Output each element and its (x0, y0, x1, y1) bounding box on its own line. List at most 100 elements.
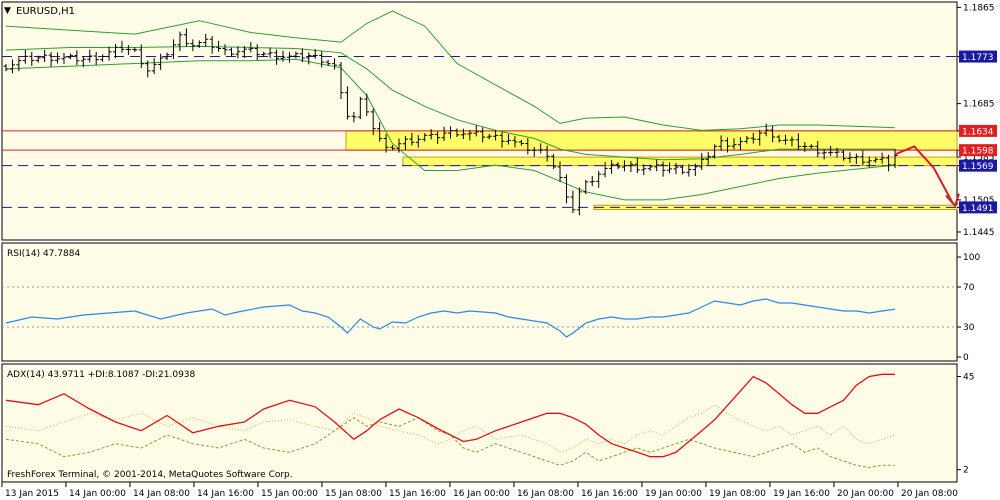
candle (699, 153, 705, 171)
candle (22, 49, 28, 64)
candle (61, 52, 67, 65)
time-tick-label: 20 Jan 08:00 (901, 489, 958, 499)
price-levels (2, 56, 957, 208)
candle (467, 129, 473, 141)
time-tick-label: 16 Jan 16:00 (581, 489, 638, 499)
dropdown-triangle-icon[interactable]: ▼ (4, 6, 11, 16)
candle (602, 162, 608, 178)
time-tick-label: 15 Jan 00:00 (261, 489, 318, 499)
candle (293, 51, 299, 59)
rsi-tick-label: 0 (963, 353, 969, 363)
candle (299, 48, 305, 63)
candle (757, 129, 763, 146)
candle (789, 136, 795, 147)
price-tick-label: 1.1865 (963, 3, 995, 13)
candle (151, 57, 157, 75)
candle (377, 122, 383, 142)
candle (248, 42, 254, 53)
candle (190, 39, 196, 52)
candle (383, 134, 389, 153)
level-tag-text: 1.1491 (962, 204, 994, 214)
candle (286, 51, 292, 63)
candle (280, 50, 286, 62)
candle (267, 47, 273, 59)
candle (87, 49, 93, 63)
candle (338, 62, 344, 100)
candle (576, 187, 582, 216)
candle (525, 138, 531, 155)
candle (776, 134, 782, 143)
candle (125, 45, 131, 55)
candle (828, 145, 834, 156)
candle (170, 39, 176, 60)
candle (628, 161, 634, 173)
candle (42, 49, 48, 63)
candle (621, 160, 627, 172)
candle (634, 157, 640, 174)
forecast-arrowhead (945, 193, 960, 208)
level-tag-text: 1.1569 (962, 162, 994, 172)
candle (557, 161, 563, 182)
candle (802, 142, 808, 152)
candle (770, 125, 776, 143)
price-tick-label: 1.1685 (963, 100, 995, 110)
level-tag-text: 1.1634 (962, 127, 994, 137)
candle (840, 149, 846, 161)
minus-di-line (5, 417, 895, 469)
candle (370, 108, 376, 136)
candle (332, 58, 338, 70)
candle (486, 134, 492, 140)
level-tag-bg (959, 50, 997, 63)
time-tick-label: 13 Jan 2015 (5, 489, 59, 499)
candle (821, 149, 827, 160)
adx-panel: 45 2 (5, 373, 974, 476)
price-pane-bg (1, 1, 958, 241)
candle (448, 126, 454, 139)
candles (3, 28, 898, 216)
candle (435, 131, 441, 145)
candle (737, 137, 743, 151)
rsi-tick-label: 100 (963, 253, 980, 263)
candle (512, 136, 518, 148)
candle (454, 128, 460, 137)
level-tag-bg (959, 159, 997, 172)
symbol-label: EURUSD,H1 (16, 6, 75, 17)
candle (705, 152, 711, 165)
candle (138, 44, 144, 68)
price-tick-label: 1.1585 (963, 153, 995, 163)
candle (667, 162, 673, 174)
adx-pane-bg (1, 363, 958, 483)
candle (351, 111, 357, 123)
candle (473, 125, 479, 137)
level-tag-bg (959, 201, 997, 214)
candle (615, 162, 621, 170)
level-tag-text: 1.1598 (962, 147, 994, 157)
candle (390, 145, 396, 151)
candle (493, 130, 499, 141)
candle (544, 145, 550, 162)
candle (815, 141, 821, 158)
time-tick-label: 14 Jan 08:00 (133, 489, 190, 499)
candle (183, 28, 189, 47)
band-lower (5, 58, 896, 201)
adx-label: ADX(14) 43.9711 +DI:8.1087 -DI:21.0938 (7, 370, 196, 380)
time-tick-label: 19 Jan 08:00 (709, 489, 766, 499)
time-tick-label: 15 Jan 16:00 (389, 489, 446, 499)
candle (48, 51, 54, 67)
candle (886, 154, 892, 172)
candle (235, 46, 241, 59)
time-tick-label: 20 Jan 00:00 (837, 489, 894, 499)
candle (3, 64, 9, 72)
candle (609, 160, 615, 174)
candle (209, 36, 215, 54)
time-tick-label: 14 Jan 16:00 (197, 489, 254, 499)
candle (718, 135, 724, 151)
footer-copyright: FreshForex Terminal, © 2001-2014, MetaQu… (7, 470, 293, 480)
candle (783, 134, 789, 145)
candle (402, 135, 408, 151)
candle (795, 133, 801, 150)
candle (93, 51, 99, 65)
time-tick-label: 19 Jan 16:00 (773, 489, 830, 499)
zone-1 (402, 156, 958, 167)
candle (274, 49, 280, 65)
